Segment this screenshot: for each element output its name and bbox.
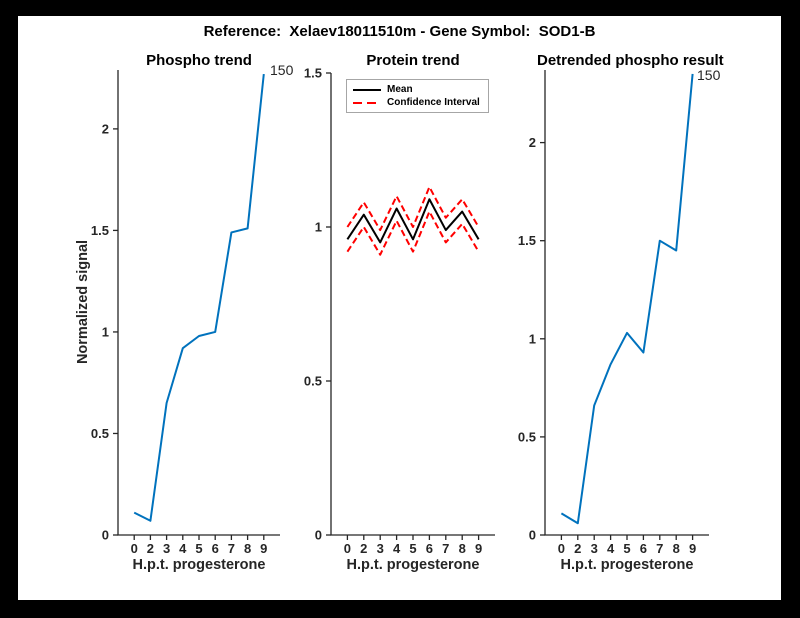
x-tick-label: 6 (640, 541, 647, 556)
x-tick-label: 0 (558, 541, 565, 556)
y-tick-label: 0 (102, 528, 109, 543)
series-line (346, 185, 480, 232)
x-tick-label: 7 (656, 541, 663, 556)
y-tick-label: 0 (529, 528, 536, 543)
x-tick-label: 7 (442, 541, 449, 556)
y-tick-label: 1.5 (91, 223, 109, 238)
mean-line-sample (353, 88, 381, 91)
x-tick-label: 2 (360, 541, 367, 556)
ci-line-sample (353, 101, 381, 104)
y-tick-label: 1.5 (518, 233, 536, 248)
x-tick-label: 5 (195, 541, 202, 556)
y-tick-label: 1 (529, 331, 536, 346)
x-tick-label: 2 (147, 541, 154, 556)
x-tick-label: 3 (163, 541, 170, 556)
y-tick-label: 1 (315, 220, 322, 235)
x-tick-label: 5 (409, 541, 416, 556)
subplot-3-title: Detrended phospho result (537, 52, 724, 69)
legend-entry-ci: Confidence Interval (353, 96, 488, 109)
legend-entry-mean: Mean (353, 83, 488, 96)
y-tick-label: 2 (102, 121, 109, 136)
x-tick-label: 4 (393, 541, 401, 556)
figure-canvas: Reference: Xelaev18011510m - Gene Symbol… (18, 16, 781, 600)
y-tick-label: 0.5 (518, 429, 536, 444)
x-tick-label: 2 (574, 541, 581, 556)
y-tick-label: 0.5 (91, 426, 109, 441)
x-tick-label: 7 (228, 541, 235, 556)
x-tick-label: 9 (689, 541, 696, 556)
subplot-3-xlabel: H.p.t. progesterone (560, 557, 694, 573)
subplot-2-xlabel: H.p.t. progesterone (346, 557, 480, 573)
legend-mean-label: Mean (387, 84, 413, 95)
subplot-3-canvas: 00.511.520 2 3 4 5 6 7 8 9 (518, 70, 709, 556)
subplot-1-xlabel: H.p.t. progesterone (132, 557, 266, 573)
x-tick-label: 6 (212, 541, 219, 556)
x-tick-label: 3 (591, 541, 598, 556)
y-tick-label: 0 (315, 528, 322, 543)
y-tick-label: 2 (529, 135, 536, 150)
series-line (133, 73, 265, 522)
x-tick-label: 3 (377, 541, 384, 556)
y-axis-label: Normalized signal (75, 239, 91, 365)
x-tick-label: 6 (426, 541, 433, 556)
x-tick-label: 8 (673, 541, 680, 556)
x-tick-label: 8 (459, 541, 466, 556)
subplot-2-canvas: 00.511.50 2 3 4 5 6 7 8 9 (304, 66, 495, 556)
subplot-3-endpoint-label: 150 (697, 67, 721, 83)
subplot-1-endpoint-label: 150 (270, 62, 294, 78)
axis-lines (544, 70, 709, 536)
series-line (346, 198, 480, 244)
x-tick-label: 4 (179, 541, 187, 556)
x-tick-label: 5 (623, 541, 630, 556)
x-tick-label: 9 (475, 541, 482, 556)
x-tick-label: 4 (607, 541, 615, 556)
subplot-2-title: Protein trend (366, 52, 460, 69)
series-line (346, 210, 480, 256)
legend-ci-label: Confidence Interval (387, 97, 480, 108)
x-tick-label: 9 (260, 541, 267, 556)
figure-title: Reference: Xelaev18011510m - Gene Symbol… (203, 23, 596, 40)
series-line (560, 73, 694, 525)
x-tick-label: 8 (244, 541, 251, 556)
y-tick-label: 1.5 (304, 66, 322, 81)
subplot-1-canvas: 00.511.520 2 3 4 5 6 7 8 9 (91, 70, 280, 556)
x-tick-label: 0 (131, 541, 138, 556)
x-tick-label: 0 (344, 541, 351, 556)
legend-box: Mean Confidence Interval (346, 79, 489, 113)
y-tick-label: 1 (102, 324, 109, 339)
subplot-1-title: Phospho trend (146, 52, 252, 69)
y-tick-label: 0.5 (304, 374, 322, 389)
